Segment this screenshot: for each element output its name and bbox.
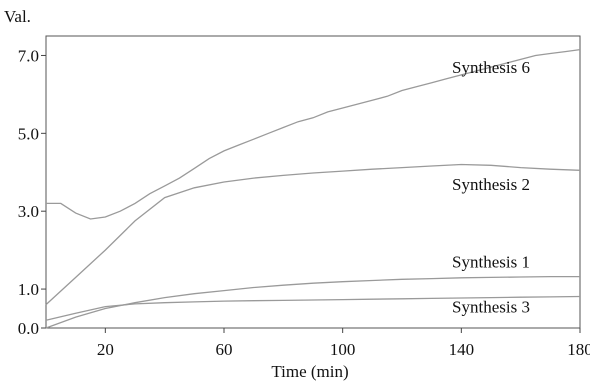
y-tick-label: 1.0 [18, 280, 39, 299]
series-label: Synthesis 3 [452, 297, 530, 316]
series-line-synthesis-1 [45, 275, 580, 329]
y-tick-label: 5.0 [18, 124, 39, 143]
series-label: Synthesis 6 [452, 58, 530, 77]
y-axis-label: Val. [4, 7, 31, 26]
y-tick-label: 0.0 [18, 319, 39, 338]
x-tick-label: 180 [567, 340, 590, 359]
x-tick-label: 60 [216, 340, 233, 359]
series-line-synthesis-6 [46, 48, 581, 220]
x-axis-label: Time (min) [271, 362, 348, 381]
series-labels: Synthesis 6 Synthesis 2 Synthesis 1 Synthes… [452, 58, 530, 316]
series-line-synthesis-2 [45, 163, 581, 306]
axis-ticks: 20 60 100 140 180 0.0 1.0 3.0 5.0 7.0 [18, 46, 590, 359]
y-tick-label: 7.0 [18, 46, 39, 65]
series-label: Synthesis 2 [452, 175, 530, 194]
y-tick-label: 3.0 [18, 202, 39, 221]
x-tick-label: 100 [330, 340, 356, 359]
series-lines [45, 48, 581, 329]
x-tick-label: 20 [97, 340, 114, 359]
plot-frame [45, 35, 581, 329]
x-tick-label: 140 [449, 340, 475, 359]
series-line-synthesis-3 [45, 295, 581, 321]
series-label: Synthesis 1 [452, 253, 530, 272]
